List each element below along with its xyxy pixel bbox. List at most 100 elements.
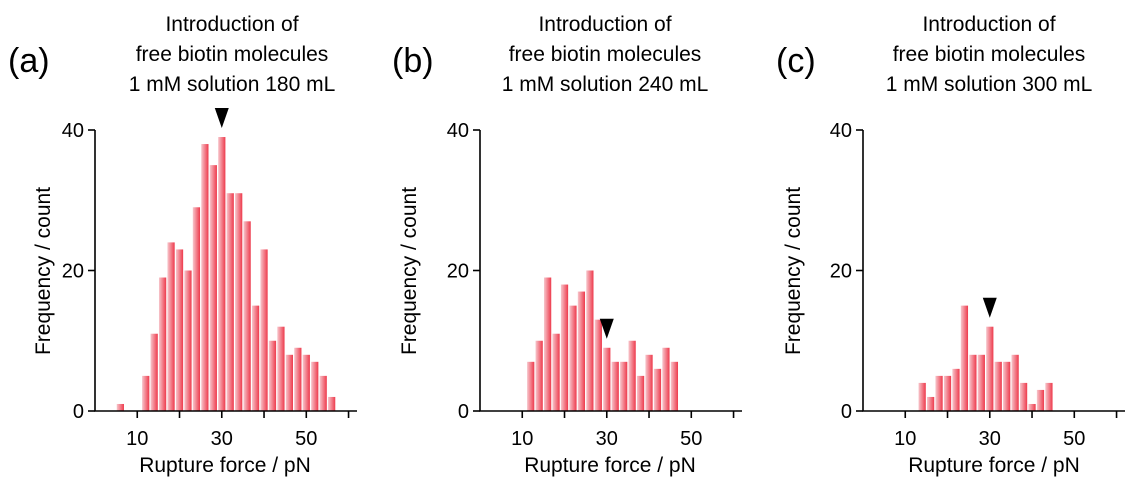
histogram-bar: [184, 270, 192, 411]
histogram-bar: [311, 361, 319, 411]
x-tick-label: 30: [979, 428, 1001, 450]
histogram-bar: [235, 193, 243, 411]
y-tick-label: 20: [62, 261, 84, 283]
x-tick-label: 50: [1063, 428, 1085, 450]
panel-c: (c) Introduction of free biotin molecule…: [776, 13, 1125, 477]
histogram-bar: [577, 291, 586, 411]
y-tick-label: 0: [73, 401, 84, 423]
histogram-bar: [535, 340, 543, 411]
histogram-bar: [1045, 382, 1053, 411]
x-tick-label: 10: [126, 428, 148, 450]
chart-title-line-2: free biotin molecules: [509, 43, 702, 66]
chart-title-line-1: Introduction of: [165, 13, 298, 36]
axes: [862, 130, 1125, 412]
histogram-bar: [994, 361, 1002, 411]
histogram-bar: [150, 333, 158, 411]
histogram-bar: [918, 382, 926, 411]
y-tick-label: 20: [447, 261, 469, 283]
chart-title-line-3: 1 mM solution 240 mL: [502, 73, 709, 96]
panel-letter: (c): [776, 42, 816, 80]
panel-a: (a) Introduction of free biotin molecule…: [8, 13, 357, 477]
histogram-bar: [268, 340, 277, 411]
histogram-bar: [560, 284, 569, 411]
x-tick-label: 30: [211, 428, 233, 450]
histogram-bar: [645, 354, 653, 411]
chart-title-line-3: 1 mM solution 180 mL: [129, 73, 336, 96]
histogram-bar: [628, 340, 636, 411]
peak-marker-icon: [599, 318, 614, 339]
x-axis-label: Rupture force / pN: [908, 454, 1080, 477]
panel-letter: (b): [392, 42, 434, 80]
y-tick-label: 40: [62, 120, 84, 142]
histogram-bar: [260, 249, 268, 411]
histogram-bar: [943, 375, 952, 412]
x-tick-label: 50: [680, 428, 702, 450]
histogram-bar: [328, 396, 336, 411]
x-axis-label: Rupture force / pN: [139, 454, 311, 477]
x-tick-label: 30: [596, 428, 618, 450]
panel-letter: (a): [8, 42, 50, 80]
histogram-bar: [251, 305, 260, 412]
y-tick-label: 40: [830, 120, 852, 142]
histogram-bar: [653, 368, 662, 411]
histogram-bar: [569, 305, 577, 412]
x-axis-label: Rupture force / pN: [524, 454, 696, 477]
histogram-bar: [926, 396, 935, 411]
histogram-bar: [986, 326, 994, 411]
histogram-bar: [201, 144, 209, 412]
histogram-bar: [209, 165, 217, 412]
panel-b: (b) Introduction of free biotin molecule…: [392, 13, 742, 477]
histogram-bar: [670, 361, 679, 411]
x-tick-label: 10: [511, 428, 533, 450]
y-tick-label: 40: [447, 120, 469, 142]
y-axis-label: Frequency / count: [32, 187, 55, 355]
histogram-bar: [192, 207, 201, 411]
histogram-bar: [586, 270, 594, 411]
y-axis-label: Frequency / count: [782, 187, 805, 355]
histogram-bar: [158, 277, 167, 411]
histogram-bar: [116, 403, 124, 411]
histogram-bar: [1011, 354, 1019, 411]
histogram-bar: [226, 193, 234, 411]
chart-title-line-2: free biotin molecules: [136, 43, 329, 66]
chart-title-line-1: Introduction of: [922, 13, 1055, 36]
histogram-bar: [603, 347, 611, 411]
histogram-bar: [175, 249, 184, 411]
y-tick-label: 20: [830, 261, 852, 283]
histogram-bar: [1003, 361, 1011, 411]
axes: [479, 130, 742, 412]
histogram-bar: [302, 354, 310, 411]
histogram-bar: [620, 361, 628, 411]
x-tick-label: 50: [295, 428, 317, 450]
histogram-bar: [294, 347, 302, 411]
y-axis-label: Frequency / count: [398, 187, 421, 355]
chart-title-line-3: 1 mM solution 300 mL: [886, 73, 1093, 96]
histogram-bar: [960, 305, 969, 412]
histogram-bar: [1028, 403, 1036, 411]
histogram-bar: [527, 361, 535, 411]
y-tick-label: 0: [458, 401, 469, 423]
histogram-bar: [319, 375, 327, 412]
peak-marker-icon: [982, 297, 997, 318]
histogram-bar: [594, 319, 602, 411]
histogram-bar: [285, 354, 294, 411]
histogram-bar: [662, 347, 670, 411]
x-tick-label: 10: [894, 428, 916, 450]
histogram-bar: [952, 368, 960, 411]
histogram-bar: [969, 354, 977, 411]
histogram-bar: [243, 221, 251, 411]
peak-marker-icon: [214, 108, 229, 129]
y-tick-label: 0: [841, 401, 852, 423]
histogram-bar: [543, 277, 552, 411]
histogram-bar: [977, 354, 985, 411]
histogram-bar: [167, 242, 175, 411]
histogram-bar: [1019, 382, 1028, 411]
histogram-bar: [218, 137, 226, 411]
histogram-bar: [552, 333, 560, 411]
histogram-bar: [277, 326, 285, 411]
histogram-bar: [611, 361, 619, 411]
chart-title-line-1: Introduction of: [538, 13, 671, 36]
histogram-bar: [1036, 389, 1045, 411]
histogram-bar: [636, 375, 645, 412]
